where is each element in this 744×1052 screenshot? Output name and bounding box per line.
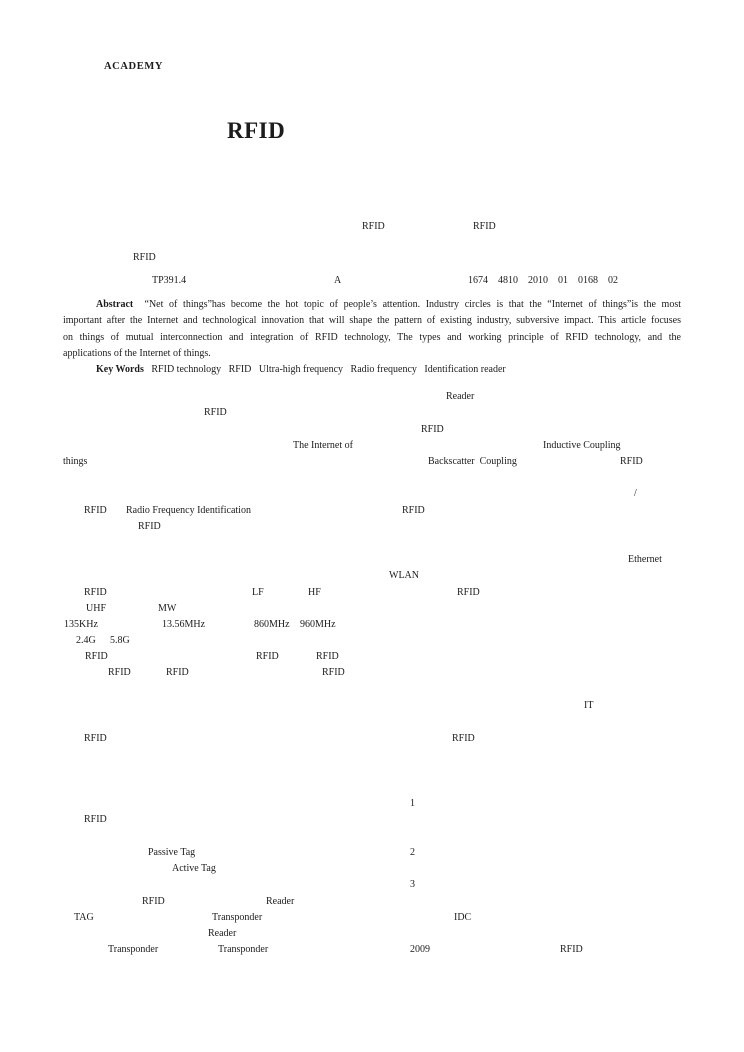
- term-fragment: WLAN: [389, 570, 419, 581]
- classification-code-fragment: TP391.4: [152, 275, 187, 286]
- keywords-label: Key Words: [96, 364, 144, 376]
- abstract-line-4: applications of the Internet of things.: [63, 347, 211, 359]
- term-fragment: RFID: [322, 667, 345, 678]
- abstract-line-1: Abstract “Net of things”has become the h…: [63, 297, 681, 313]
- term-fragment: RFID: [108, 667, 131, 678]
- term-fragment: IDC: [454, 912, 472, 923]
- keywords-text: RFID technology RFID Ultra-high frequenc…: [143, 364, 506, 376]
- figure-number-fragment: 1: [410, 798, 415, 809]
- term-fragment: Backscatter Coupling: [428, 456, 517, 467]
- term-fragment: RFID: [402, 505, 425, 516]
- term-fragment: TAG: [74, 912, 94, 923]
- term-fragment: Reader: [266, 896, 295, 907]
- term-fragment: RFID: [84, 587, 107, 598]
- abstract-label: Abstract: [96, 299, 134, 310]
- abstract-line-2: important after the Internet and technol…: [63, 315, 681, 327]
- journal-section-label: ACADEMY: [104, 61, 164, 72]
- term-fragment: HF: [308, 587, 321, 598]
- frequency-value-fragment: 860MHz: [254, 619, 290, 630]
- term-fragment: RFID: [620, 456, 643, 467]
- term-fragment: Inductive Coupling: [543, 440, 621, 451]
- abstract-block: Abstract “Net of things”has become the h…: [63, 297, 681, 378]
- term-fragment: RFID: [362, 221, 385, 232]
- term-fragment: Passive Tag: [148, 847, 196, 858]
- term-fragment: RFID: [138, 521, 161, 532]
- frequency-value-fragment: 5.8G: [110, 635, 130, 646]
- term-fragment: RFID: [84, 733, 107, 744]
- term-fragment: RFID: [473, 221, 496, 232]
- term-fragment: Transponder: [212, 912, 263, 923]
- term-fragment: RFID: [133, 252, 156, 263]
- term-fragment: RFID: [316, 651, 339, 662]
- abstract-text-1: “Net of things”has become the hot topic …: [133, 299, 681, 310]
- term-fragment: RFID: [256, 651, 279, 662]
- frequency-value-fragment: 13.56MHz: [162, 619, 206, 630]
- keywords-line: Key Words RFID technology RFID Ultra-hig…: [63, 362, 681, 378]
- term-fragment: Transponder: [218, 944, 269, 955]
- term-fragment: Reader: [208, 928, 237, 939]
- term-fragment: RFID: [166, 667, 189, 678]
- term-fragment: Transponder: [108, 944, 159, 955]
- term-fragment: /: [634, 488, 637, 499]
- page-title: RFID: [227, 118, 286, 143]
- term-fragment: RFID: [84, 814, 107, 825]
- term-fragment: RFID: [421, 424, 444, 435]
- term-fragment: things: [63, 456, 88, 467]
- frequency-value-fragment: 960MHz: [300, 619, 336, 630]
- article-number-fragment: 1674 4810 2010 01 0168 02: [468, 275, 618, 286]
- figure-number-fragment: 2: [410, 847, 415, 858]
- term-fragment: Radio Frequency Identification: [126, 505, 251, 516]
- term-fragment: IT: [584, 700, 594, 711]
- term-fragment: RFID: [457, 587, 480, 598]
- term-fragment: RFID: [85, 651, 108, 662]
- term-fragment: RFID: [452, 733, 475, 744]
- frequency-value-fragment: 135KHz: [64, 619, 98, 630]
- term-fragment: The Internet of: [293, 440, 353, 451]
- abstract-line-3: on things of mutual interconnection and …: [63, 331, 681, 343]
- term-fragment: Active Tag: [172, 863, 216, 874]
- document-code-fragment: A: [334, 275, 342, 286]
- frequency-value-fragment: 2.4G: [76, 635, 96, 646]
- term-fragment: MW: [158, 603, 177, 614]
- term-fragment: RFID: [84, 505, 107, 516]
- term-fragment: Ethernet: [628, 554, 662, 565]
- term-fragment: RFID: [560, 944, 583, 955]
- year-value-fragment: 2009: [410, 944, 430, 955]
- figure-number-fragment: 3: [410, 879, 415, 890]
- term-fragment: LF: [252, 587, 264, 598]
- term-fragment: UHF: [86, 603, 107, 614]
- term-fragment: RFID: [142, 896, 165, 907]
- term-fragment: Reader: [446, 391, 475, 402]
- term-fragment: RFID: [204, 407, 227, 418]
